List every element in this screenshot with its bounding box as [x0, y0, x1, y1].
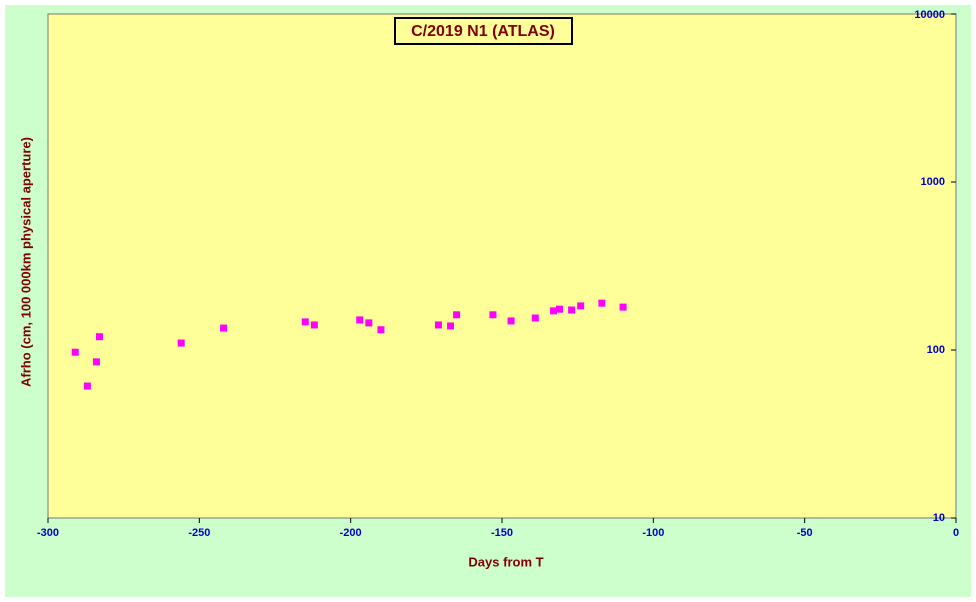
data-point: [619, 303, 627, 311]
data-point: [220, 324, 228, 332]
data-point: [177, 339, 185, 347]
data-point: [598, 299, 606, 307]
data-point: [301, 318, 309, 326]
data-point: [447, 322, 455, 330]
chart-title: C/2019 N1 (ATLAS): [411, 23, 555, 40]
y-tick-label: 100: [927, 344, 945, 356]
plot-area: [47, 13, 957, 519]
x-tick-label: -200: [340, 527, 362, 539]
x-tick-label: -250: [188, 527, 210, 539]
x-tick-label: 0: [953, 527, 959, 539]
x-tick-label: -100: [642, 527, 664, 539]
data-point: [434, 321, 442, 329]
data-point: [577, 302, 585, 310]
y-tick-label: 1000: [921, 176, 945, 188]
data-point: [95, 333, 103, 341]
x-tick-label: -300: [37, 527, 59, 539]
data-point: [356, 316, 364, 324]
data-point: [71, 348, 79, 356]
x-tick-label: -50: [797, 527, 813, 539]
data-point: [507, 317, 515, 325]
data-point: [453, 311, 461, 319]
y-axis-label: Afrho (cm, 100 000km physical aperture): [18, 137, 33, 387]
data-point: [489, 311, 497, 319]
data-point: [92, 358, 100, 366]
data-point: [568, 306, 576, 314]
y-tick-label: 10000: [914, 9, 945, 21]
data-point: [365, 319, 373, 327]
data-point: [556, 305, 564, 313]
data-point: [377, 326, 385, 334]
y-tick-label: 10: [933, 512, 945, 524]
title-box: [394, 17, 573, 45]
data-point: [531, 314, 539, 322]
data-point: [549, 307, 557, 315]
x-tick-label: -150: [491, 527, 513, 539]
data-point: [83, 382, 91, 390]
x-axis-label: Days from T: [468, 554, 543, 569]
data-point: [310, 321, 318, 329]
